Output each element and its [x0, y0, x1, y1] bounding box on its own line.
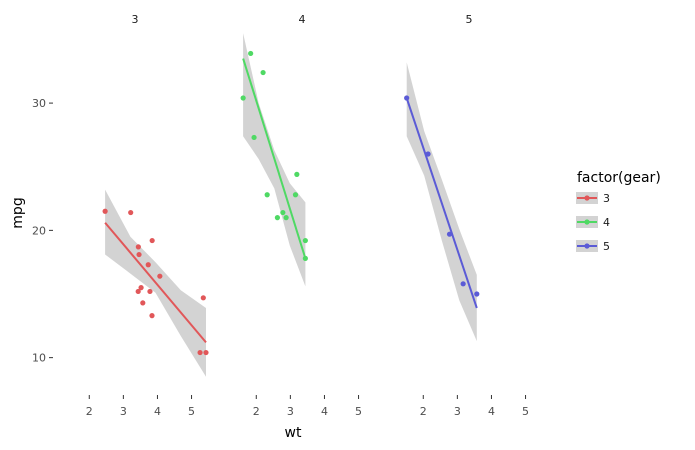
data-point — [147, 288, 153, 295]
data-point — [135, 244, 141, 250]
legend-item-4: 4 — [576, 216, 610, 229]
y-axis: 10 20 30 — [32, 97, 53, 365]
x-tick-label: 2 — [86, 405, 93, 418]
x-tick-label: 2 — [253, 405, 260, 418]
data-point — [280, 209, 286, 216]
y-tick-label: 30 — [32, 97, 46, 110]
data-point — [283, 215, 289, 221]
data-point — [264, 192, 270, 198]
legend: factor(gear) 3 4 5 — [576, 170, 661, 253]
legend-title: factor(gear) — [577, 170, 661, 186]
data-point — [425, 151, 431, 157]
data-point — [157, 273, 163, 279]
legend-label: 3 — [603, 192, 610, 205]
x-tick-label: 5 — [188, 405, 195, 418]
regression-line — [405, 97, 478, 309]
legend-key-point — [584, 195, 590, 201]
regression-line — [242, 58, 307, 259]
data-point — [248, 50, 254, 57]
facet-panel-3: 3 2 3 4 5 — [86, 13, 209, 418]
data-point — [149, 313, 155, 319]
data-point — [260, 69, 266, 76]
data-point — [251, 134, 257, 141]
data-point — [145, 262, 151, 268]
data-point — [294, 171, 300, 177]
y-tick-label: 10 — [32, 352, 46, 365]
data-point — [200, 295, 206, 301]
facet-panel-5: 5 2 3 4 5 — [404, 13, 529, 418]
x-tick-label: 5 — [355, 405, 362, 418]
data-point — [274, 215, 281, 221]
legend-item-3: 3 — [576, 192, 610, 205]
data-point — [446, 231, 453, 237]
y-tick-label: 20 — [32, 224, 46, 237]
data-point — [128, 209, 134, 216]
x-axis-title: wt — [285, 425, 302, 441]
data-point — [302, 237, 308, 244]
x-tick-label: 3 — [287, 405, 294, 418]
data-point — [460, 281, 466, 287]
legend-item-5: 5 — [576, 240, 610, 253]
data-point — [138, 285, 144, 291]
x-tick-label: 3 — [454, 405, 461, 418]
data-point — [240, 95, 246, 101]
legend-key-point — [584, 219, 590, 225]
data-point — [140, 300, 146, 306]
data-point — [474, 291, 480, 297]
facet-strip-label: 4 — [299, 13, 306, 26]
data-point — [149, 237, 155, 244]
legend-key-point — [584, 243, 590, 249]
data-point — [102, 208, 108, 214]
legend-label: 4 — [603, 216, 610, 229]
x-tick-label: 3 — [120, 405, 127, 418]
data-point — [136, 251, 142, 258]
data-point — [404, 95, 410, 101]
x-tick-label: 2 — [420, 405, 427, 418]
data-point — [302, 255, 308, 261]
data-point — [203, 349, 209, 356]
x-tick-label: 4 — [154, 405, 161, 418]
facet-panel-4: 4 2 3 4 5 — [240, 13, 362, 418]
x-tick-label: 4 — [321, 405, 328, 418]
regression-line — [104, 222, 207, 344]
y-axis-title: mpg — [10, 197, 26, 228]
facet-strip-label: 3 — [132, 13, 139, 26]
data-point — [197, 349, 203, 356]
x-tick-label: 5 — [522, 405, 529, 418]
x-tick-label: 4 — [488, 405, 495, 418]
data-point — [292, 192, 299, 198]
facet-panels: 3 2 3 4 5 4 2 3 4 5 5 2 3 4 5 — [86, 13, 529, 418]
legend-label: 5 — [603, 240, 610, 253]
data-point — [135, 288, 141, 295]
facet-strip-label: 5 — [466, 13, 473, 26]
